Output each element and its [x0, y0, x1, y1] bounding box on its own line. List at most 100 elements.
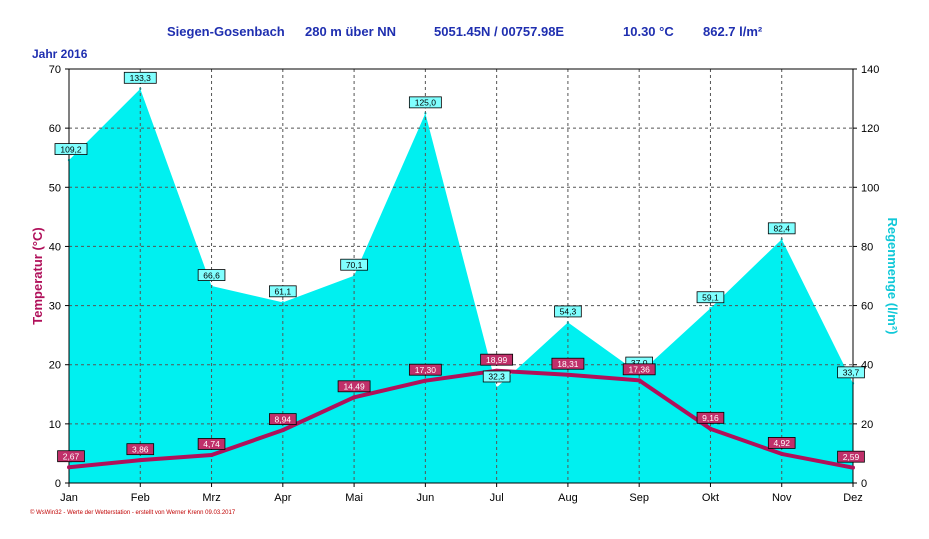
temperature-data-label-box [837, 450, 865, 463]
rain-data-label-box [767, 222, 796, 235]
temperature-data-label: 18,99 [480, 353, 514, 366]
rain-data-label: 82,4 [767, 222, 796, 235]
rain-data-label-text: 33,7 [843, 368, 860, 378]
temperature-data-label: 17,36 [622, 363, 656, 376]
temperature-data-label-box [197, 438, 226, 450]
temperature-point [352, 395, 357, 400]
rain-data-label-text: 70,1 [346, 260, 363, 270]
x-tick-label: Apr [274, 492, 291, 504]
rain-data-label-box [837, 366, 865, 379]
y-right-axis-title: Regenmenge (l/m²) [885, 217, 900, 334]
temperature-data-label: 18,31 [551, 357, 585, 370]
temperature-data-label-text: 2,59 [843, 452, 860, 462]
rain-data-label: 32,3 [482, 370, 511, 383]
rain-data-label: 133,3 [123, 71, 157, 84]
temperature-data-label: 4,92 [767, 437, 796, 449]
temperature-data-label: 8,94 [269, 413, 297, 426]
temperature-data-label-text: 8,94 [275, 414, 292, 424]
x-tick-label: Okt [702, 492, 719, 504]
plot-border [68, 68, 854, 484]
y-left-tick-label: 20 [49, 360, 61, 372]
temperature-data-label-box [767, 437, 796, 449]
y-right-tick-label: 0 [861, 478, 867, 490]
y-right-tick-label: 60 [861, 301, 873, 313]
rain-data-label: 54,3 [554, 305, 582, 318]
temperature-data-label-text: 17,36 [629, 365, 651, 375]
rain-data-label-text: 125,0 [415, 98, 437, 108]
temperature-data-label-box [337, 380, 371, 393]
y-left-tick-label: 70 [49, 64, 61, 76]
temperature-data-label-text: 14,49 [343, 382, 365, 392]
temperature-data-label: 9,16 [696, 411, 725, 424]
rain-data-label-box [554, 305, 582, 318]
temperature-point [779, 451, 784, 456]
rain-data-label-text: 37,0 [631, 358, 648, 368]
rain-data-label-text: 133,3 [130, 73, 152, 83]
x-tick-label: Feb [131, 492, 150, 504]
temperature-data-label-box [696, 411, 725, 424]
x-tick-label: Aug [558, 492, 578, 504]
temperature-point [851, 465, 855, 470]
y-right-tick-label: 100 [861, 182, 879, 194]
temperature-point [708, 426, 713, 431]
y-right-tick-label: 20 [861, 419, 873, 431]
temperature-point [209, 452, 214, 457]
rain-data-label: 109,2 [54, 143, 88, 156]
rain-data-label-text: 66,6 [203, 270, 220, 280]
y-right-tick-label: 120 [861, 123, 879, 135]
temperature-point [138, 458, 143, 463]
rain-data-label-box [269, 285, 297, 298]
temperature-data-label-text: 9,16 [702, 413, 719, 423]
y-left-tick-label: 10 [49, 419, 61, 431]
rain-data-label: 61,1 [269, 285, 297, 298]
temperature-data-label-text: 4,74 [203, 439, 220, 449]
rain-data-label-box [696, 291, 725, 304]
x-tick-label: Jan [60, 492, 78, 504]
y-right-tick-label: 140 [861, 64, 879, 76]
temperature-data-label-box [480, 353, 514, 366]
rain-data-label-box [408, 96, 442, 109]
temperature-data-label-text: 18,99 [486, 355, 508, 365]
footer-credit: © WsWin32 - Werte der Wetterstation - er… [30, 510, 236, 516]
rain-data-label-box [197, 269, 226, 281]
temperature-line [68, 368, 854, 470]
rain-data-label-text: 109,2 [60, 144, 82, 154]
x-tick-label: Mrz [202, 492, 220, 504]
temperature-point [67, 465, 71, 470]
rain-point [281, 301, 285, 304]
temperature-point [565, 372, 570, 377]
temperature-data-label: 4,74 [197, 438, 226, 450]
rain-data-label-text: 61,1 [275, 287, 292, 297]
temperature-data-label-text: 4,92 [773, 438, 790, 448]
x-tick-label: Sep [629, 492, 649, 504]
temperature-data-label-box [551, 357, 585, 370]
rain-data-label-box [123, 71, 157, 84]
temperature-data-label-text: 17,30 [415, 365, 437, 375]
x-tick-label: Dez [843, 492, 863, 504]
rain-data-label-text: 32,3 [488, 372, 505, 382]
x-tick-label: Jul [490, 492, 504, 504]
x-tick-label: Jun [416, 492, 434, 504]
rain-area [69, 88, 853, 483]
temperature-point [423, 378, 428, 383]
temperature-data-label-text: 3,86 [132, 444, 149, 454]
temperature-data-label: 2,67 [57, 450, 85, 463]
y-left-tick-label: 40 [49, 241, 61, 253]
mean-temperature: 10.30 °C [623, 24, 674, 39]
rain-data-label-box [340, 258, 368, 271]
x-tick-label: Mai [345, 492, 363, 504]
rain-data-label-box [54, 143, 88, 155]
y-left-axis-title: Temperatur (°C) [30, 227, 45, 324]
temperature-data-label: 17,30 [408, 363, 442, 376]
rain-data-label: 33,7 [837, 366, 865, 379]
rain-data-label-box [482, 370, 511, 383]
rain-data-label-text: 82,4 [773, 224, 790, 234]
rain-point [709, 307, 712, 310]
y-left-tick-label: 50 [49, 182, 61, 194]
rain-data-label: 125,0 [408, 96, 442, 109]
temperature-point [637, 378, 642, 383]
station-name: Siegen-Gosenbach [167, 24, 285, 39]
y-left-tick-label: 60 [49, 123, 61, 135]
